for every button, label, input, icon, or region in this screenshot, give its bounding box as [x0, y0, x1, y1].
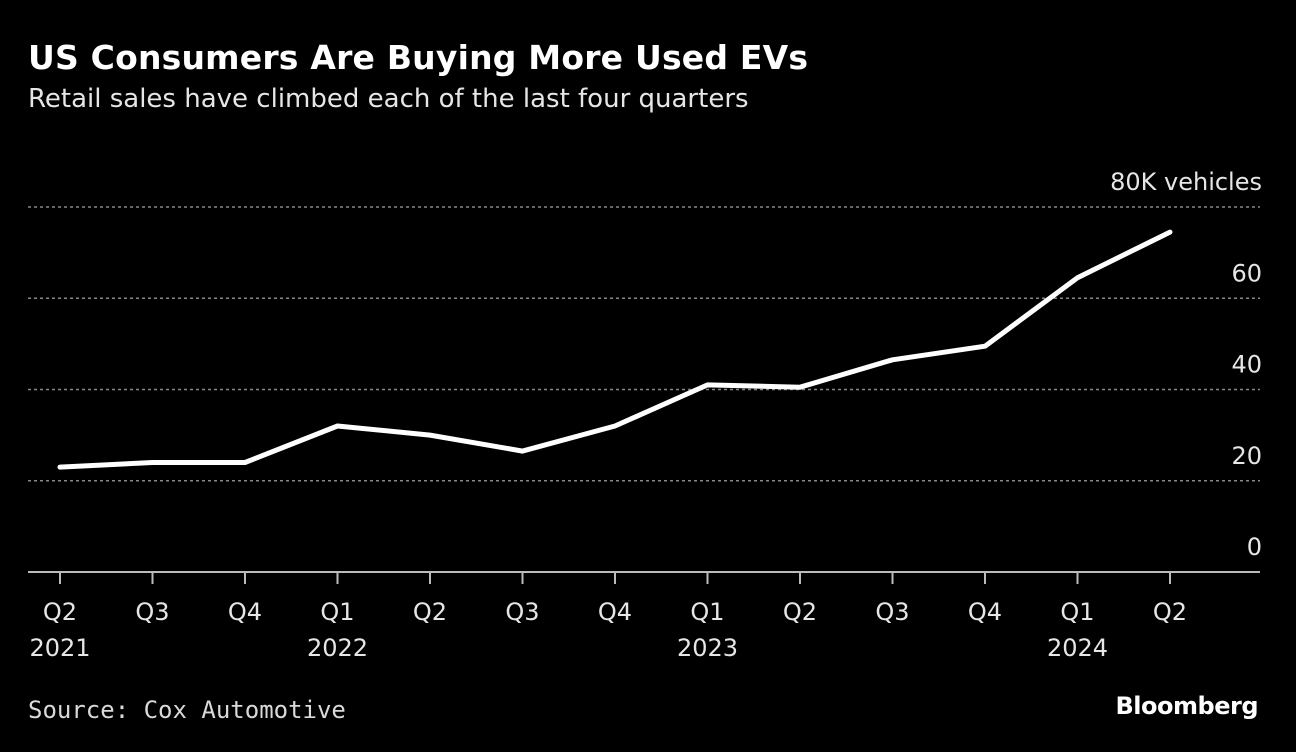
series-line: [57, 229, 1173, 470]
x-tick-label-quarter: Q2: [783, 598, 817, 626]
x-tick-label-quarter: Q1: [1060, 598, 1094, 626]
y-tick-label: 20: [1231, 442, 1262, 470]
x-axis-tick-labels: Q2 2021 Q3 Q4 Q1 2022 Q2 Q3 Q4 Q1 2023 Q2 Q3 Q4 Q1 2024…: [29, 598, 1187, 662]
x-tick-label-quarter: Q1: [690, 598, 724, 626]
y-tick-label: 0: [1247, 533, 1262, 561]
y-tick-label: 40: [1231, 351, 1262, 379]
x-tick-label-quarter: Q4: [598, 598, 632, 626]
gridlines: [28, 206, 1260, 482]
x-tick-label-year: 2021: [29, 634, 90, 662]
x-tick-label-year: 2024: [1047, 634, 1108, 662]
source-note: Source: Cox Automotive: [28, 696, 346, 724]
bloomberg-logo: Bloomberg: [1115, 692, 1259, 720]
x-tick-label-quarter: Q4: [968, 598, 1002, 626]
chart-title: US Consumers Are Buying More Used EVs: [28, 38, 809, 77]
x-axis: [28, 571, 1260, 584]
chart-subtitle: Retail sales have climbed each of the la…: [28, 84, 749, 114]
x-tick-label-year: 2022: [307, 634, 368, 662]
x-tick-label-quarter: Q1: [320, 598, 354, 626]
x-tick-label-quarter: Q2: [413, 598, 447, 626]
x-tick-label-quarter: Q3: [505, 598, 539, 626]
x-tick-label-quarter: Q4: [228, 598, 262, 626]
x-tick-label-quarter: Q2: [43, 598, 77, 626]
y-tick-label: 80K vehicles: [1110, 168, 1262, 196]
x-tick-label-year: 2023: [677, 634, 738, 662]
x-tick-label-quarter: Q3: [875, 598, 909, 626]
x-tick-label-quarter: Q3: [135, 598, 169, 626]
x-tick-label-quarter: Q2: [1153, 598, 1187, 626]
y-axis-tick-labels: 0 20 40 60 80K vehicles: [1110, 168, 1262, 561]
y-tick-label: 60: [1231, 259, 1262, 287]
data-series: [57, 229, 1173, 470]
